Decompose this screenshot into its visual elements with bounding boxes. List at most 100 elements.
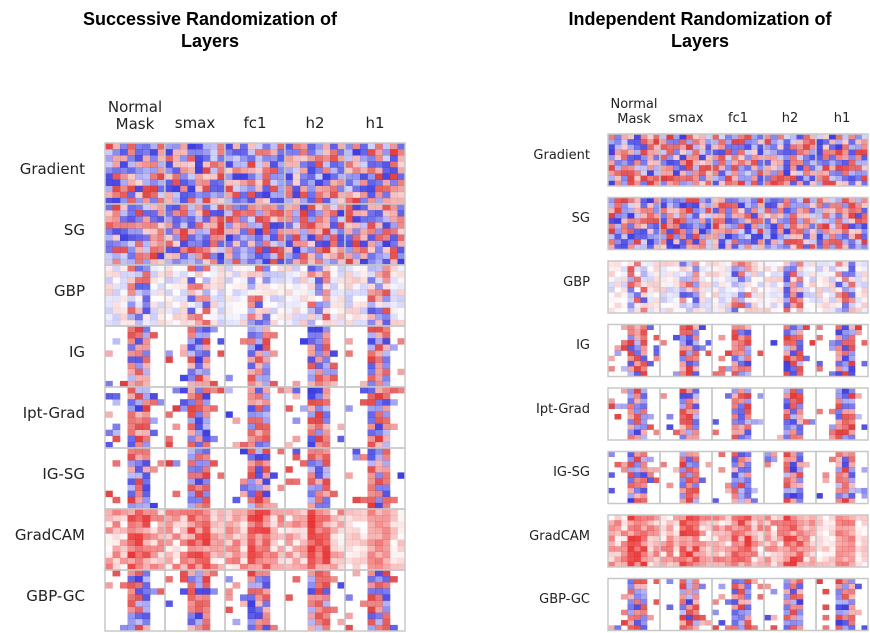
pixel [725,307,732,314]
pixel [679,546,687,552]
pixel [165,197,173,205]
pixel [330,533,338,540]
row-label: Gradient [19,160,85,178]
pixel [686,467,693,473]
pixel [255,246,263,254]
pixel [640,366,648,372]
pixel [816,551,823,557]
pixel [202,277,211,284]
pixel [796,228,804,235]
pixel [770,149,778,156]
pixel [172,533,181,540]
pixel [240,521,248,528]
pixel [120,509,128,516]
pixel [790,599,797,605]
pixel [210,143,218,150]
pixel [270,271,278,278]
pixel [796,424,804,430]
pixel [647,424,654,430]
pixel [195,423,203,430]
pixel [270,167,278,174]
pixel [608,228,615,235]
pixel [796,281,804,288]
pixel [861,276,869,283]
pixel [816,271,823,277]
pixel [627,620,635,626]
pixel [757,213,765,219]
pixel [135,338,143,345]
pixel [315,545,323,552]
pixel [764,154,771,161]
pixel [360,222,368,229]
pixel [627,604,635,610]
pixel [751,541,758,547]
pixel [202,582,211,589]
pixel [777,271,784,277]
pixel [307,149,316,156]
pixel [255,460,263,467]
pixel [187,234,196,241]
pixel [262,362,271,369]
pixel [127,234,136,241]
pixel [180,240,188,247]
pixel [744,160,752,166]
pixel [375,563,383,571]
column-label: Normal Mask [610,97,658,127]
pixel [262,441,271,449]
pixel [360,240,368,247]
saliency-map [284,142,346,205]
pixel [255,612,263,620]
pixel [627,530,635,537]
pixel [285,204,293,211]
pixel [180,283,188,290]
pixel [337,191,346,199]
pixel [861,197,869,203]
pixel [390,271,398,278]
pixel [848,297,856,303]
pixel [640,551,648,557]
saliency-map [284,386,346,449]
pixel [835,233,843,240]
pixel [262,191,271,199]
pixel [202,289,211,296]
pixel [120,307,128,315]
pixel [255,539,263,546]
pixel [217,313,226,321]
pixel [848,228,856,235]
pixel [796,244,804,250]
pixel [157,301,166,308]
pixel [725,228,732,235]
pixel [172,509,181,516]
pixel [692,403,700,410]
pixel [679,197,687,203]
pixel [861,515,869,521]
pixel [822,170,830,176]
pixel [692,244,700,250]
pixel [382,295,391,302]
pixel [375,600,383,607]
pixel [666,144,674,150]
pixel [640,515,648,521]
pixel [210,533,218,540]
pixel [770,228,778,235]
pixel [777,218,784,224]
pixel [375,161,383,168]
pixel [614,223,622,229]
pixel [292,515,301,522]
pixel [315,234,323,241]
pixel [692,578,700,584]
pixel [307,588,316,595]
pixel [614,302,622,309]
pixel [712,287,719,293]
pixel [390,265,398,272]
pixel [634,366,641,372]
pixel [653,467,661,473]
pixel [262,429,271,437]
pixel [738,302,745,309]
pixel [777,223,784,229]
pixel [842,223,849,229]
pixel [660,520,667,526]
pixel [142,423,151,430]
pixel [322,222,331,229]
saliency-map [164,386,226,449]
